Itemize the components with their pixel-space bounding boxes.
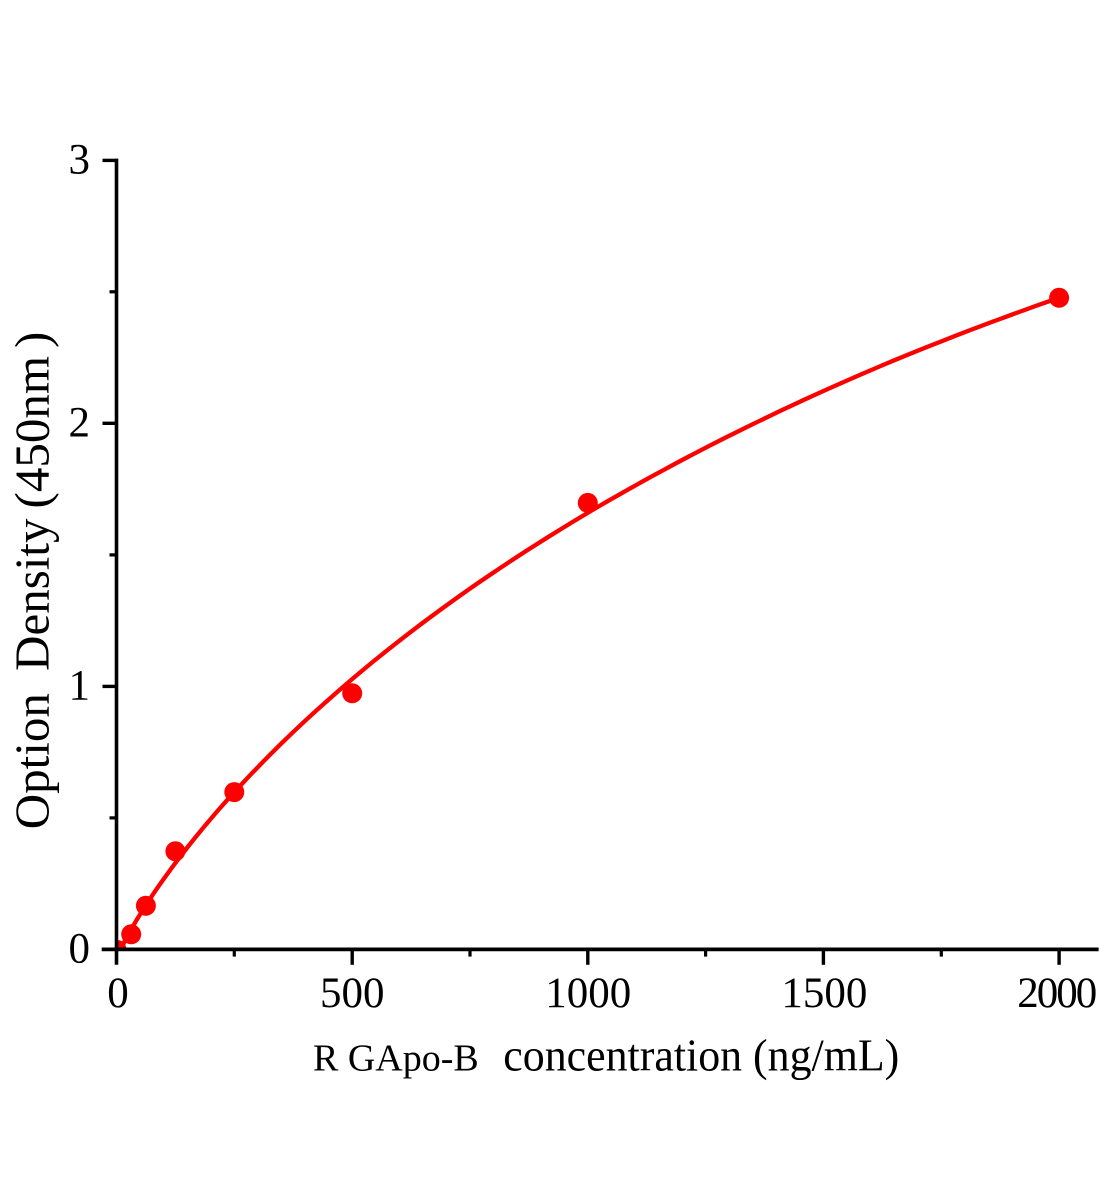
svg-text:1500: 1500 <box>781 970 867 1017</box>
svg-text:R GApo-B: R GApo-B <box>313 1038 479 1080</box>
svg-text:500: 500 <box>320 970 385 1017</box>
svg-text:3: 3 <box>69 136 91 183</box>
svg-text:0: 0 <box>69 925 91 972</box>
svg-text:2: 2 <box>69 399 91 446</box>
svg-text:1: 1 <box>69 662 91 709</box>
svg-text:concentration (ng/mL): concentration (ng/mL) <box>503 1030 899 1081</box>
svg-text:2000: 2000 <box>1017 970 1097 1017</box>
svg-text:0: 0 <box>107 970 129 1017</box>
svg-text:Option Density(450nm): Option Density(450nm) <box>5 332 60 830</box>
svg-text:1000: 1000 <box>545 970 631 1017</box>
